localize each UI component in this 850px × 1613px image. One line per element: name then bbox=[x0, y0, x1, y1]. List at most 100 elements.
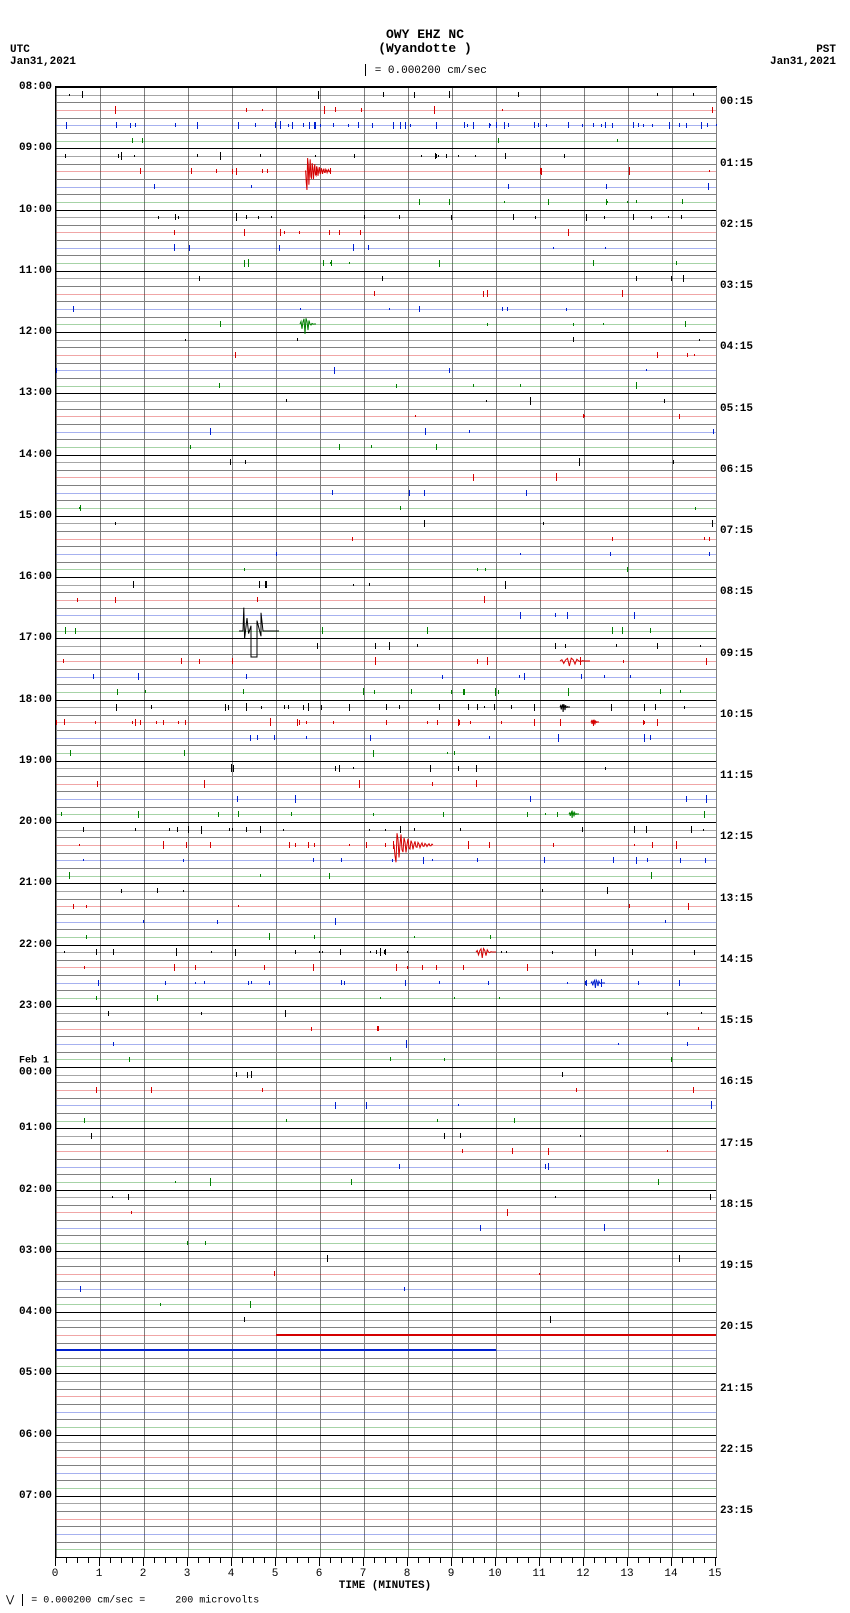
trace-baseline bbox=[56, 998, 716, 999]
trace-baseline bbox=[56, 753, 716, 754]
trace-baseline bbox=[56, 1136, 716, 1137]
trace-baseline bbox=[56, 1304, 716, 1305]
trace-baseline bbox=[56, 477, 716, 478]
pst-hour-label: 01:15 bbox=[716, 158, 753, 170]
pst-hour-label: 09:15 bbox=[716, 648, 753, 660]
seismic-event bbox=[591, 718, 599, 730]
pst-hour-label: 21:15 bbox=[716, 1383, 753, 1395]
tz-right: PST Jan31,2021 bbox=[770, 44, 836, 68]
utc-hour-label: 15:00 bbox=[19, 510, 56, 522]
trace-baseline bbox=[56, 156, 716, 157]
trace-baseline bbox=[56, 615, 716, 616]
x-tick-label: 0 bbox=[52, 1568, 59, 1580]
trace-baseline bbox=[56, 508, 716, 509]
utc-hour-label: 23:00 bbox=[19, 1000, 56, 1012]
station-location: (Wyandotte ) bbox=[0, 42, 850, 56]
x-tick-label: 11 bbox=[532, 1568, 545, 1580]
trace-baseline bbox=[56, 799, 716, 800]
x-tick-label: 4 bbox=[228, 1568, 235, 1580]
trace-baseline bbox=[56, 1121, 716, 1122]
utc-hour-label: 10:00 bbox=[19, 204, 56, 216]
footer-prefix: ⋁ bbox=[6, 1596, 14, 1607]
pst-hour-label: 00:15 bbox=[716, 96, 753, 108]
trace-baseline bbox=[56, 860, 716, 861]
flat-segment bbox=[56, 1349, 496, 1351]
trace-baseline bbox=[56, 217, 716, 218]
utc-hour-label: 11:00 bbox=[19, 265, 56, 277]
utc-hour-label: 22:00 bbox=[19, 939, 56, 951]
trace-baseline bbox=[56, 1366, 716, 1367]
trace-baseline bbox=[56, 95, 716, 96]
utc-hour-label: 17:00 bbox=[19, 632, 56, 644]
trace-baseline bbox=[56, 1442, 716, 1443]
x-tick-label: 7 bbox=[360, 1568, 367, 1580]
seismogram-plot: 08:0009:0010:0011:0012:0013:0014:0015:00… bbox=[55, 86, 717, 1558]
x-tick-label: 14 bbox=[664, 1568, 677, 1580]
x-tick-label: 5 bbox=[272, 1568, 279, 1580]
trace-baseline bbox=[56, 922, 716, 923]
trace-baseline bbox=[56, 1274, 716, 1275]
trace-baseline bbox=[56, 355, 716, 356]
trace-baseline bbox=[56, 1044, 716, 1045]
trace-baseline bbox=[56, 1503, 716, 1504]
x-tick-label: 15 bbox=[708, 1568, 721, 1580]
seismic-event bbox=[300, 314, 316, 338]
trace-baseline bbox=[56, 294, 716, 295]
trace-baseline bbox=[56, 983, 716, 984]
trace-baseline bbox=[56, 646, 716, 647]
trace-baseline bbox=[56, 370, 716, 371]
x-axis: TIME (MINUTES) 0123456789101112131415 bbox=[55, 1558, 715, 1588]
pst-hour-label: 12:15 bbox=[716, 831, 753, 843]
trace-baseline bbox=[56, 1519, 716, 1520]
trace-baseline bbox=[56, 1075, 716, 1076]
pst-hour-label: 10:15 bbox=[716, 709, 753, 721]
trace-baseline bbox=[56, 1473, 716, 1474]
trace-baseline bbox=[56, 768, 716, 769]
utc-hour-label: 07:00 bbox=[19, 1490, 56, 1502]
trace-baseline bbox=[56, 1258, 716, 1259]
utc-hour-label: 01:00 bbox=[19, 1122, 56, 1134]
x-tick-label: 12 bbox=[576, 1568, 589, 1580]
utc-hour-label: 20:00 bbox=[19, 816, 56, 828]
pst-hour-label: 02:15 bbox=[716, 219, 753, 231]
trace-baseline bbox=[56, 1427, 716, 1428]
pst-hour-label: 13:15 bbox=[716, 893, 753, 905]
seismic-event bbox=[560, 702, 570, 716]
utc-hour-label: 19:00 bbox=[19, 755, 56, 767]
utc-hour-label: 08:00 bbox=[19, 81, 56, 93]
utc-hour-label: 13:00 bbox=[19, 387, 56, 399]
utc-hour-label: 21:00 bbox=[19, 877, 56, 889]
trace-baseline bbox=[56, 1197, 716, 1198]
utc-hour-label: 14:00 bbox=[19, 449, 56, 461]
pst-hour-label: 11:15 bbox=[716, 770, 753, 782]
tz-right-date: Jan31,2021 bbox=[770, 56, 836, 68]
trace-baseline bbox=[56, 1013, 716, 1014]
seismic-event bbox=[476, 946, 496, 962]
station-id: OWY EHZ NC bbox=[0, 28, 850, 42]
utc-hour-label: 09:00 bbox=[19, 142, 56, 154]
trace-baseline bbox=[56, 1381, 716, 1382]
trace-baseline bbox=[56, 462, 716, 463]
scale-indicator: = 0.000200 cm/sec bbox=[0, 64, 850, 77]
trace-baseline bbox=[56, 263, 716, 264]
x-tick-label: 13 bbox=[620, 1568, 633, 1580]
trace-baseline bbox=[56, 677, 716, 678]
utc-hour-label: 04:00 bbox=[19, 1306, 56, 1318]
tz-left-date: Jan31,2021 bbox=[10, 56, 76, 68]
trace-baseline bbox=[56, 891, 716, 892]
trace-baseline bbox=[56, 1059, 716, 1060]
seismic-event bbox=[305, 149, 331, 197]
trace-baseline bbox=[56, 171, 716, 172]
trace-baseline bbox=[56, 1289, 716, 1290]
trace-baseline bbox=[56, 738, 716, 739]
utc-hour-label: 12:00 bbox=[19, 326, 56, 338]
x-tick-label: 10 bbox=[488, 1568, 501, 1580]
trace-baseline bbox=[56, 202, 716, 203]
utc-hour-label: 02:00 bbox=[19, 1184, 56, 1196]
trace-baseline bbox=[56, 1167, 716, 1168]
pst-hour-label: 16:15 bbox=[716, 1076, 753, 1088]
trace-baseline bbox=[56, 1182, 716, 1183]
trace-baseline bbox=[56, 523, 716, 524]
trace-baseline bbox=[56, 1412, 716, 1413]
x-tick-label: 8 bbox=[404, 1568, 411, 1580]
